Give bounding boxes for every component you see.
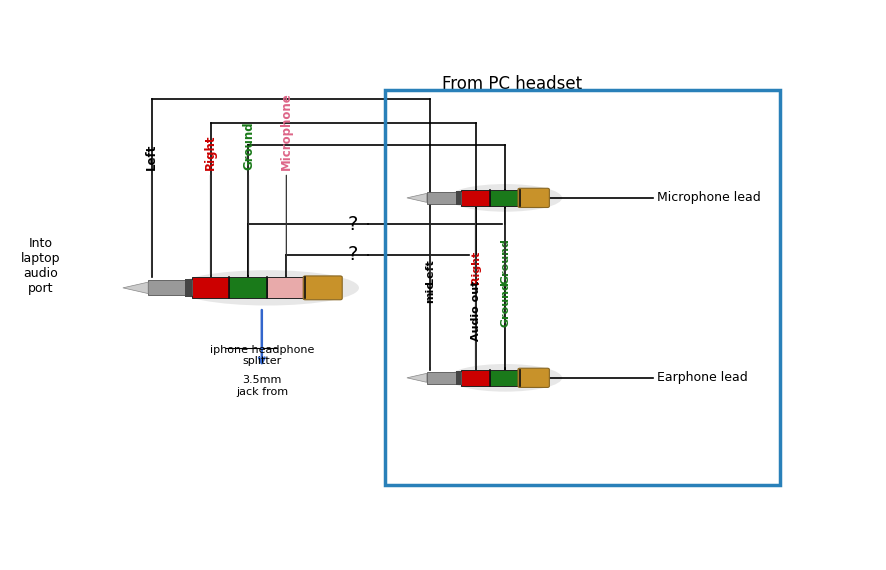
Text: Right: Right: [204, 134, 217, 275]
Text: Left: Left: [425, 259, 435, 367]
Polygon shape: [407, 373, 427, 382]
FancyBboxPatch shape: [303, 276, 342, 300]
Bar: [427, 372, 461, 384]
Bar: [461, 369, 490, 386]
FancyBboxPatch shape: [518, 368, 549, 388]
Text: Ground: Ground: [501, 238, 510, 367]
Text: 3.5mm
jack from: 3.5mm jack from: [236, 375, 288, 409]
Text: Ground: Ground: [501, 209, 510, 327]
Text: Microphone lead: Microphone lead: [657, 192, 760, 205]
Bar: [185, 279, 191, 297]
Ellipse shape: [175, 270, 359, 306]
Text: Microphone: Microphone: [280, 92, 293, 275]
Text: From PC headset: From PC headset: [442, 75, 582, 93]
Bar: [385, 90, 781, 486]
Bar: [427, 192, 461, 204]
Text: Audio out: Audio out: [470, 209, 480, 341]
Text: ?: ?: [347, 215, 358, 234]
Bar: [490, 190, 520, 206]
Text: ?: ?: [347, 246, 358, 264]
Text: iphone headphone
splitter: iphone headphone splitter: [210, 344, 314, 366]
Ellipse shape: [448, 184, 562, 211]
Bar: [229, 277, 268, 299]
Polygon shape: [407, 193, 427, 202]
Text: Into
laptop
audio
port: Into laptop audio port: [20, 237, 60, 295]
Bar: [455, 191, 461, 205]
Text: Right: Right: [470, 251, 480, 367]
Polygon shape: [123, 282, 148, 294]
Text: Earphone lead: Earphone lead: [657, 371, 748, 384]
Bar: [455, 370, 461, 385]
Bar: [268, 277, 306, 299]
Bar: [461, 190, 490, 206]
Bar: [148, 280, 191, 295]
Text: Left: Left: [145, 143, 158, 275]
Text: mic: mic: [425, 209, 435, 303]
Text: Ground: Ground: [242, 121, 255, 275]
Bar: [191, 277, 229, 299]
Ellipse shape: [448, 364, 562, 392]
FancyBboxPatch shape: [518, 188, 549, 207]
Bar: [490, 369, 520, 386]
